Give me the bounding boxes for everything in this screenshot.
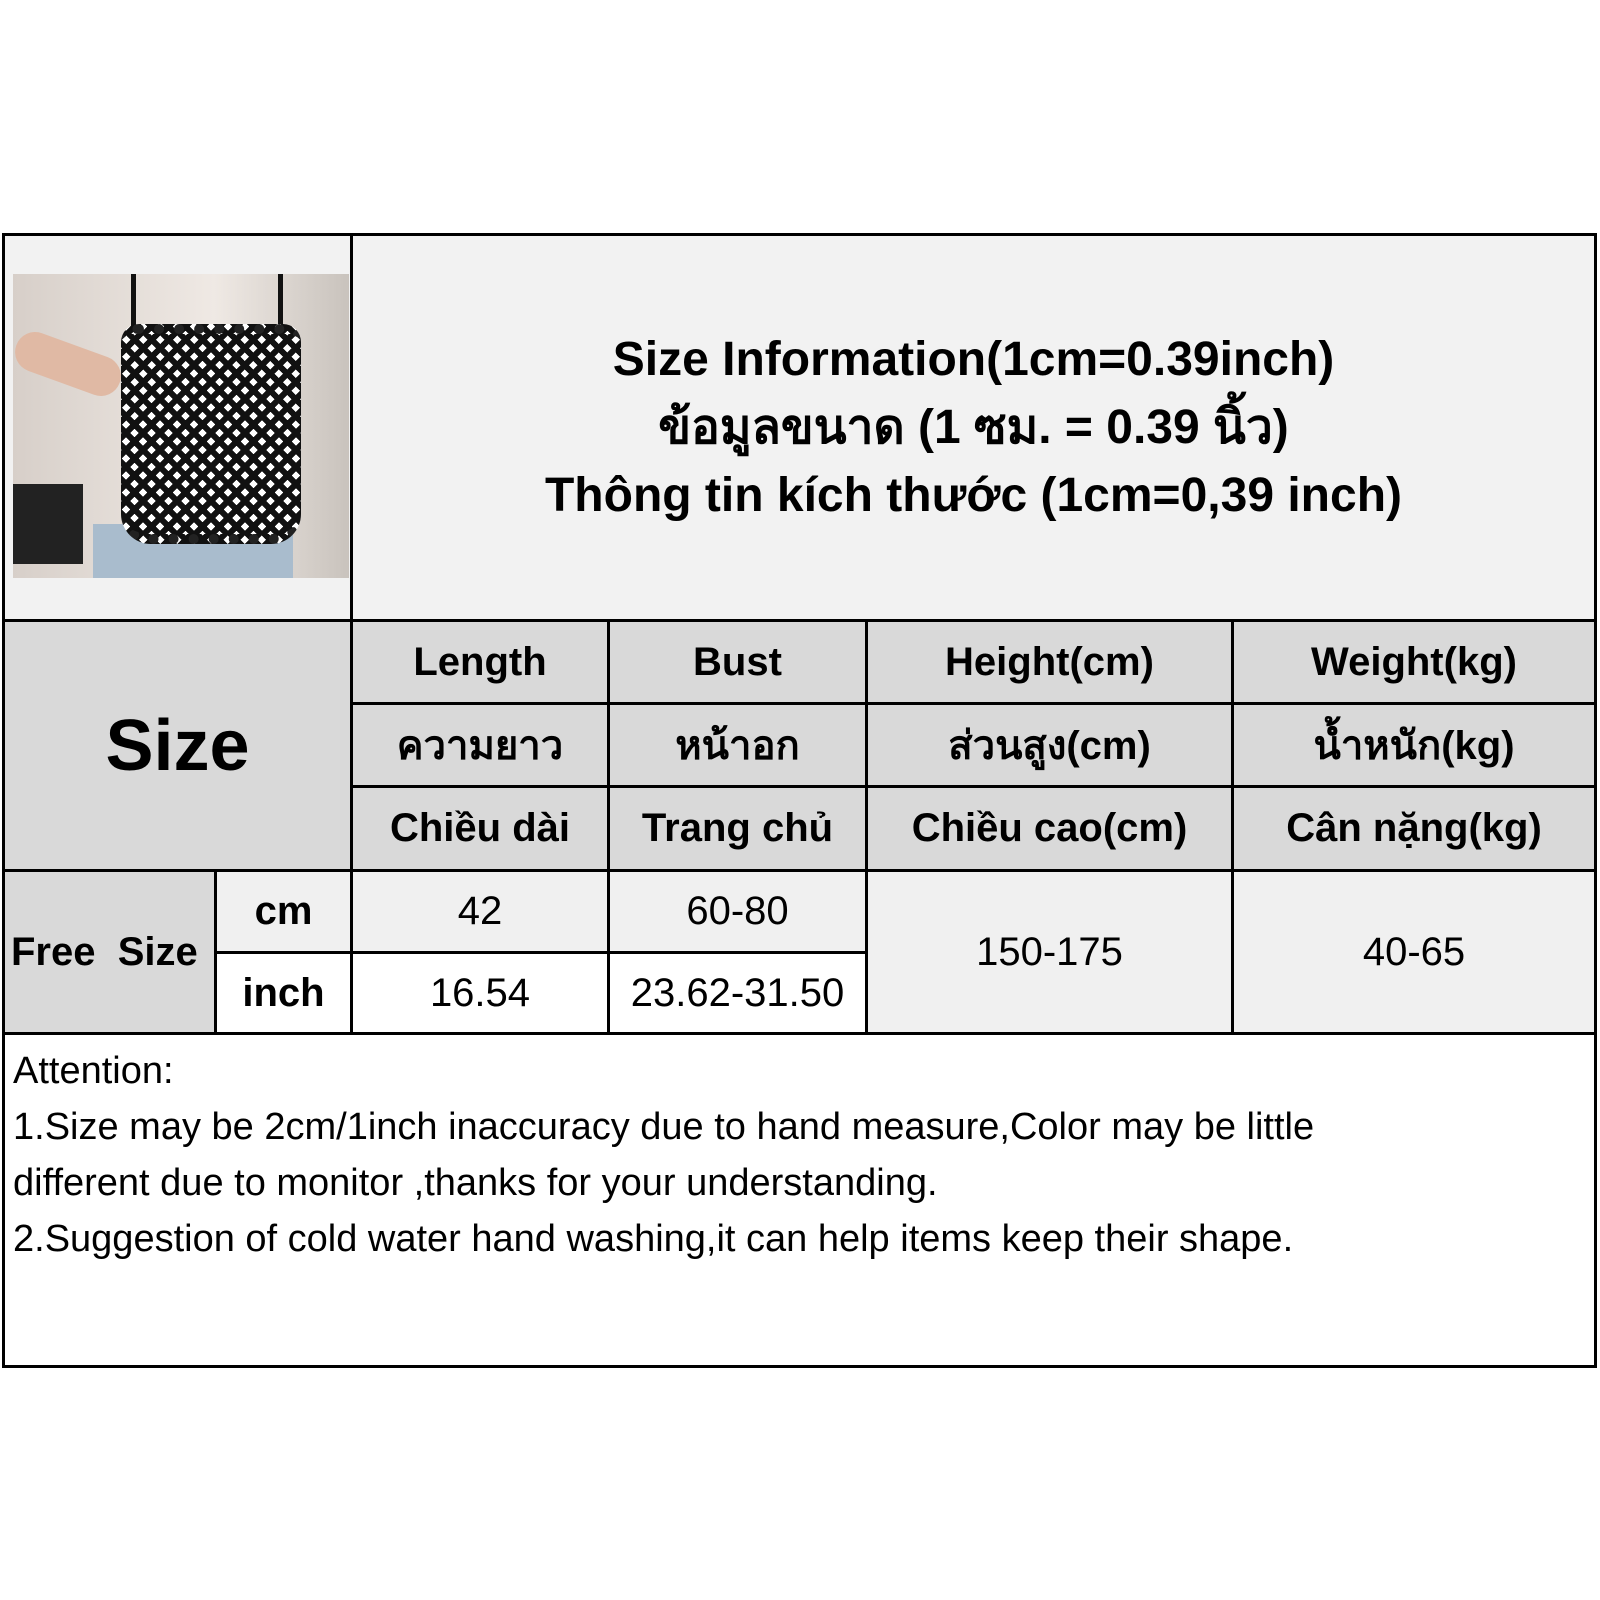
attention-heading: Attention: — [13, 1050, 174, 1092]
header-weight-vi: Cân nặng(kg) — [1231, 785, 1597, 872]
attention-line-3: 2.Suggestion of cold water hand washing,… — [13, 1218, 1294, 1260]
header-length-vi: Chiều dài — [350, 785, 610, 872]
title-thai: ข้อมูลขนาด (1 ซม. = 0.39 นิ้ว) — [658, 400, 1289, 454]
header-height-vi: Chiều cao(cm) — [865, 785, 1234, 872]
free-size-label: Free Size — [2, 869, 217, 1035]
unit-cm: cm — [214, 869, 353, 954]
bust-inch: 23.62-31.50 — [607, 951, 868, 1035]
title-vietnamese: Thông tin kích thước (1cm=0,39 inch) — [544, 468, 1402, 522]
unit-inch: inch — [214, 951, 353, 1035]
attention-notes: Attention: 1.Size may be 2cm/1inch inacc… — [2, 1032, 1597, 1368]
bust-cm: 60-80 — [607, 869, 868, 954]
height-value: 150-175 — [865, 869, 1234, 1035]
title-english: Size Information(1cm=0.39inch) — [612, 332, 1335, 386]
header-length-th: ความยาว — [350, 702, 610, 788]
size-header: Size — [2, 619, 353, 872]
attention-line-2: different due to monitor ,thanks for you… — [13, 1162, 938, 1204]
header-length-en: Length — [350, 619, 610, 705]
header-bust-th: หน้าอก — [607, 702, 868, 788]
header-bust-en: Bust — [607, 619, 868, 705]
size-info-title: Size Information(1cm=0.39inch) ข้อมูลขนา… — [350, 233, 1597, 622]
length-cm: 42 — [350, 869, 610, 954]
length-inch: 16.54 — [350, 951, 610, 1035]
product-photo — [13, 274, 349, 578]
weight-value: 40-65 — [1231, 869, 1597, 1035]
header-bust-vi: Trang chủ — [607, 785, 868, 872]
header-weight-th: น้ำหนัก(kg) — [1231, 702, 1597, 788]
product-photo-cell — [2, 233, 353, 622]
attention-line-1: 1.Size may be 2cm/1inch inaccuracy due t… — [13, 1106, 1315, 1148]
header-height-en: Height(cm) — [865, 619, 1234, 705]
header-height-th: ส่วนสูง(cm) — [865, 702, 1234, 788]
header-weight-en: Weight(kg) — [1231, 619, 1597, 705]
